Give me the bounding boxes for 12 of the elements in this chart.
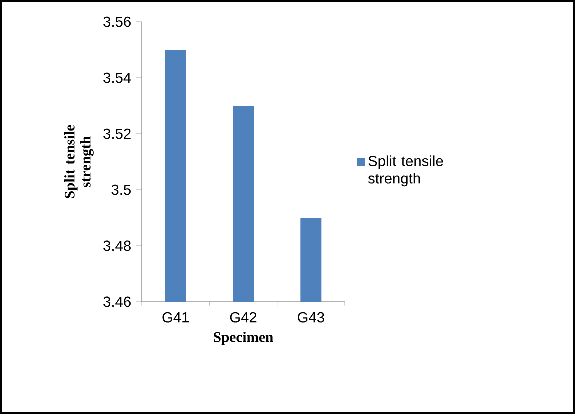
- y-tick-label: 3.46: [104, 296, 131, 308]
- x-tick-label: G41: [162, 312, 189, 323]
- y-tick-label: 3.56: [104, 16, 131, 28]
- y-tick-label: 3.54: [104, 72, 132, 84]
- y-tick-label: 3.52: [104, 128, 131, 140]
- x-tick-label: G42: [230, 312, 257, 323]
- x-axis-title: Specimen: [214, 332, 274, 346]
- legend-label: Split tensile strength: [368, 156, 444, 187]
- x-tick-label: G43: [298, 312, 324, 323]
- y-tick-label: 3.5: [112, 184, 131, 196]
- y-tick-label: 3.48: [104, 240, 131, 252]
- y-axis-title: Split tensile strength: [64, 125, 94, 198]
